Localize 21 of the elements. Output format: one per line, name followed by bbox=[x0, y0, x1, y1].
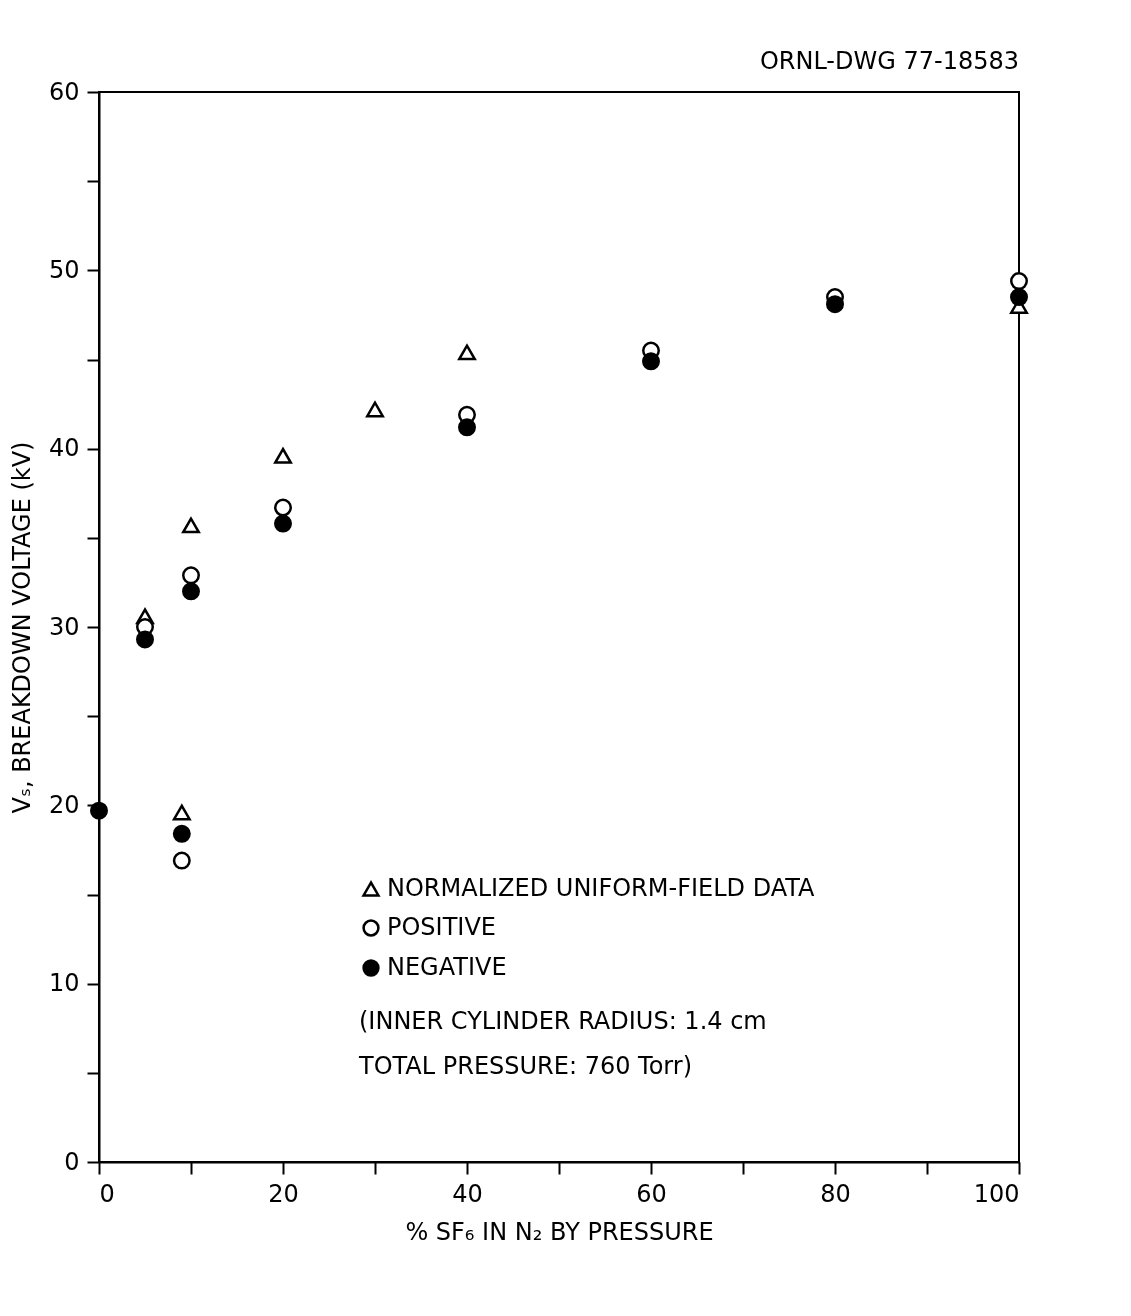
annotation: (INNER CYLINDER RADIUS: 1.4 cm bbox=[359, 1007, 767, 1035]
y-tick-label: 60 bbox=[48, 77, 80, 106]
y-tick-label: 30 bbox=[48, 612, 80, 641]
x-tick-label: 100 bbox=[973, 1179, 1020, 1208]
x-tick-label: 20 bbox=[268, 1179, 299, 1208]
y-tick-label: 0 bbox=[64, 1147, 80, 1176]
y-tick-label: 50 bbox=[48, 255, 80, 284]
x-axis-title: % SF₆ IN N₂ BY PRESSURE bbox=[405, 1217, 714, 1246]
y-axis-title: Vₛ, BREAKDOWN VOLTAGE (kV) bbox=[7, 441, 36, 814]
annotation: TOTAL PRESSURE: 760 Torr) bbox=[358, 1052, 693, 1080]
x-tick-label: 40 bbox=[452, 1179, 483, 1208]
legend-label: NORMALIZED UNIFORM-FIELD DATA bbox=[387, 874, 816, 902]
y-tick-label: 40 bbox=[48, 434, 80, 463]
text: ORNL-DWG 77-18583 bbox=[759, 47, 1019, 75]
x-tick-label: 0 bbox=[99, 1179, 115, 1208]
x-tick-label: 80 bbox=[820, 1179, 851, 1208]
y-tick-label: 20 bbox=[48, 790, 80, 819]
y-tick-label: 10 bbox=[48, 969, 80, 998]
legend-label: NEGATIVE bbox=[387, 953, 507, 981]
x-tick-label: 60 bbox=[636, 1179, 667, 1208]
legend-label: POSITIVE bbox=[387, 913, 496, 941]
